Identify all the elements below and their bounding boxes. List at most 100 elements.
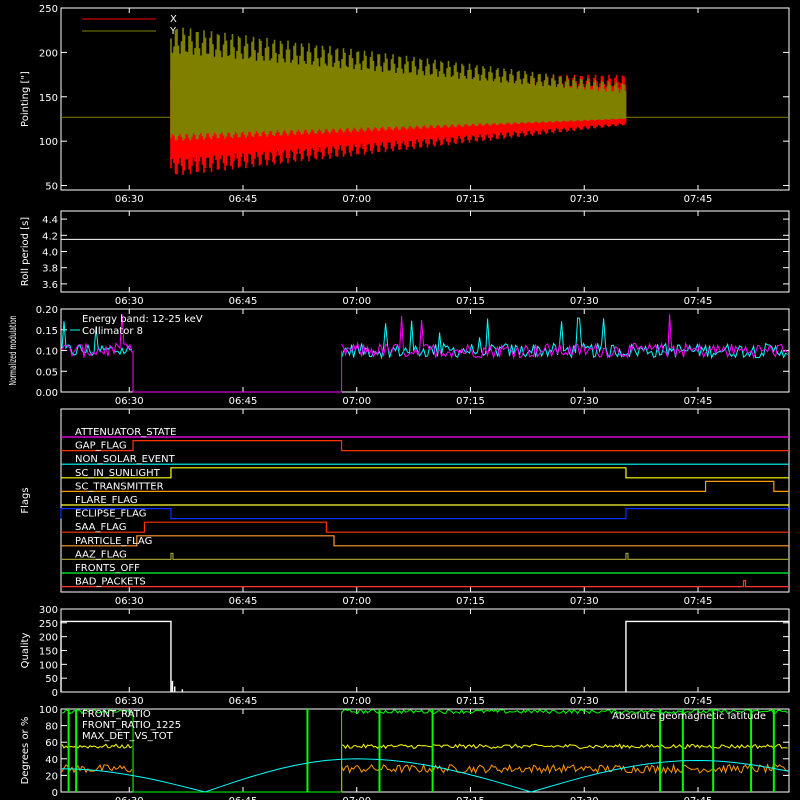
flag-label: FRONTS_OFF [75, 563, 140, 574]
y-axis-label: Quality [20, 633, 31, 669]
y-tick-label: 0.05 [36, 367, 58, 378]
x-tick-label: 07:15 [456, 396, 485, 407]
x-tick-label: 07:30 [570, 296, 599, 307]
y-tick-label: 100 [39, 137, 58, 148]
plot-frame [60, 408, 790, 593]
x-tick-label: 07:45 [684, 396, 713, 407]
quality-line [60, 620, 790, 692]
flag-label: GAP_FLAG [75, 441, 127, 452]
y-tick-label: 80 [45, 722, 58, 733]
x-tick-label: 06:30 [115, 194, 144, 205]
x-tick-label: 07:45 [684, 796, 713, 800]
x-tick-label: 07:15 [456, 596, 485, 607]
x-tick-label: 07:00 [342, 696, 371, 707]
x-tick-label: 06:45 [229, 194, 258, 205]
flag-particle-flag-line [61, 535, 789, 547]
flag-label: PARTICLE_FLAG [75, 536, 152, 547]
series-modulation-0-line [61, 317, 788, 360]
y-tick-label: 200 [39, 633, 58, 644]
y-axis-label: Flags [20, 487, 31, 513]
y-tick-label: 0.10 [36, 347, 58, 358]
roll-period-panel: 06:30 06:45 07:00 07:15 07:30 07:45 Roll perio… [20, 210, 790, 307]
y-tick-label: 50 [45, 182, 58, 193]
x-tick-label: 06:30 [115, 296, 144, 307]
x-tick-label: 06:45 [229, 796, 258, 800]
x-tick-label: 07:15 [456, 194, 485, 205]
modulation-panel: 06:30 06:45 07:00 07:15 07:30 07:45 Normalized… [8, 305, 790, 407]
x-tick-label: 06:45 [229, 596, 258, 607]
y-tick-label: 4.0 [42, 248, 58, 259]
y-tick-label: 300 [39, 605, 58, 616]
flag-eclipse-flag-line [60, 508, 789, 520]
flag-saa-flag-line [61, 521, 789, 533]
legend-label: Absolute geomagnetic latitude [612, 711, 766, 722]
flag-label: AAZ_FLAG [75, 549, 127, 560]
pointing-panel: 06:30 06:45 07:00 07:15 07:30 07:45 Pointing [… [20, 4, 790, 205]
y-axis-label: Roll period [s] [20, 217, 31, 286]
legend-label: FRONT_RATIO [82, 709, 151, 720]
x-tick-label: 06:45 [229, 296, 258, 307]
flag-label: SC_TRANSMITTER [75, 481, 164, 492]
x-tick-label: 07:30 [570, 696, 599, 707]
y-axis-label: Pointing ["] [20, 71, 31, 127]
x-tick-label: 07:45 [684, 696, 713, 707]
x-tick-label: 07:00 [342, 194, 371, 205]
flag-label: ECLIPSE_FLAG [75, 509, 146, 520]
x-tick-label: 07:00 [342, 396, 371, 407]
flag-label: NON_SOLAR_EVENT [75, 454, 176, 465]
flag-label: SC_IN_SUNLIGHT [75, 468, 161, 479]
y-tick-label: 60 [45, 738, 58, 749]
legend-label: Collimator 8 [82, 326, 143, 337]
modulation-gap-line [132, 350, 343, 393]
flag-label: SAA_FLAG [75, 522, 126, 533]
series-y-line [170, 27, 627, 141]
y-tick-label: 4.2 [42, 231, 58, 242]
y-tick-label: 4.4 [42, 215, 58, 226]
flags-panel: 06:30 06:45 07:00 07:15 07:30 07:45 Flags ATTEN… [20, 408, 790, 607]
plot-frame [60, 210, 790, 293]
y-tick-label: 0 [52, 788, 58, 799]
plot-frame [60, 708, 790, 793]
flag-label: BAD_PACKETS [75, 577, 146, 588]
legend-label: MAX_DET_VS_TOT [82, 731, 174, 742]
quality-panel: 06:30 06:45 07:00 07:15 07:30 07:45 Quality 0 50… [20, 605, 790, 707]
y-tick-label: 3.6 [42, 280, 58, 291]
y-axis-label: Normalized modulation [8, 316, 19, 386]
y-tick-label: 0.15 [36, 326, 58, 337]
y-tick-label: 150 [39, 93, 58, 104]
geomagnetic-latitude-line [60, 758, 790, 793]
x-tick-label: 06:30 [115, 596, 144, 607]
flag-bad-packets-line [61, 580, 789, 588]
x-tick-label: 07:00 [342, 796, 371, 800]
y-tick-label: 20 [45, 771, 58, 782]
geomagnetic-panel: 06:30 06:45 07:00 07:15 07:30 07:45 Degrees or… [20, 705, 790, 800]
y-tick-label: 0 [52, 688, 58, 699]
x-tick-label: 07:15 [456, 796, 485, 800]
y-tick-label: 3.8 [42, 264, 58, 275]
x-tick-label: 06:45 [229, 696, 258, 707]
flag-label: ATTENUATOR_STATE [75, 427, 176, 438]
flag-aaz-flag-line [61, 552, 789, 560]
legend-label: FRONT_RATIO_1225 [82, 720, 181, 731]
x-tick-label: 06:45 [229, 396, 258, 407]
x-tick-label: 07:30 [570, 194, 599, 205]
max-det-vs-tot-line [61, 763, 788, 793]
x-tick-label: 07:30 [570, 396, 599, 407]
y-tick-label: 0.20 [36, 305, 58, 316]
flag-sc-in-sunlight-line [61, 467, 789, 479]
flag-gap-flag-line [61, 440, 789, 452]
x-tick-label: 07:00 [342, 596, 371, 607]
x-tick-label: 07:30 [570, 596, 599, 607]
flag-label: FLARE_FLAG [75, 495, 138, 506]
x-tick-label: 07:15 [456, 696, 485, 707]
x-tick-label: 07:30 [570, 796, 599, 800]
x-tick-label: 07:45 [684, 194, 713, 205]
y-tick-label: 250 [39, 4, 58, 15]
series-modulation-1-line [61, 313, 788, 360]
y-tick-label: 100 [39, 705, 58, 716]
plot-frame [60, 7, 790, 191]
legend-label: X [170, 14, 177, 25]
x-tick-label: 07:00 [342, 296, 371, 307]
y-tick-label: 250 [39, 619, 58, 630]
